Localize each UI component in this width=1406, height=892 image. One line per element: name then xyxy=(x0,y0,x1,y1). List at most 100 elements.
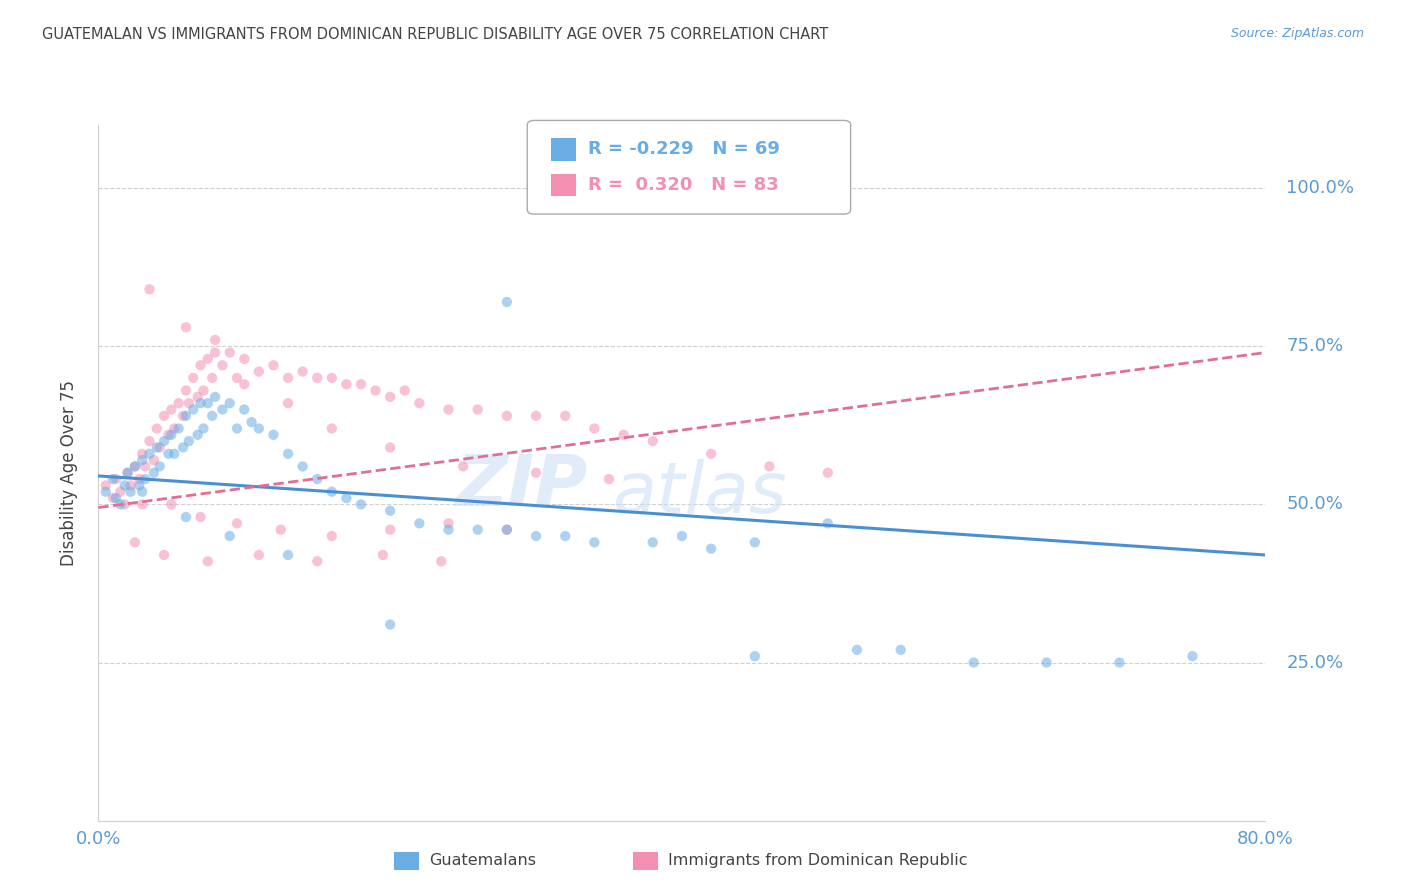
Point xyxy=(110,497,132,511)
Point xyxy=(138,447,160,461)
Point xyxy=(218,396,240,410)
Point xyxy=(163,447,186,461)
Point xyxy=(187,390,209,404)
Point xyxy=(277,548,299,562)
Point xyxy=(226,516,249,531)
Point xyxy=(758,459,780,474)
Point xyxy=(378,504,402,518)
Point xyxy=(160,427,183,442)
Text: 25.0%: 25.0% xyxy=(1286,654,1344,672)
Point xyxy=(845,643,868,657)
Point xyxy=(128,472,150,486)
Point xyxy=(101,491,124,505)
Text: R =  0.320   N = 83: R = 0.320 N = 83 xyxy=(588,176,779,194)
Point xyxy=(437,402,460,417)
Point xyxy=(149,441,172,455)
Point xyxy=(167,421,190,435)
Point xyxy=(270,523,292,537)
Point xyxy=(307,472,329,486)
Point xyxy=(291,365,314,379)
Point xyxy=(233,402,256,417)
Point xyxy=(1108,656,1130,670)
Point xyxy=(277,371,299,385)
Point xyxy=(437,523,460,537)
Point xyxy=(157,427,180,442)
Point xyxy=(817,516,839,531)
Point xyxy=(114,497,136,511)
Point xyxy=(149,459,172,474)
Point xyxy=(277,447,299,461)
Point xyxy=(307,554,329,568)
Point xyxy=(495,523,517,537)
Point xyxy=(197,396,219,410)
Text: Immigrants from Dominican Republic: Immigrants from Dominican Republic xyxy=(668,854,967,868)
Point xyxy=(181,402,204,417)
Point xyxy=(131,497,153,511)
Point xyxy=(134,459,156,474)
Point xyxy=(583,535,606,549)
Point xyxy=(321,529,343,543)
Point xyxy=(190,358,212,372)
Point xyxy=(218,529,240,543)
Point xyxy=(554,409,576,423)
Point xyxy=(321,371,343,385)
Point xyxy=(153,434,176,449)
Point xyxy=(335,491,357,505)
Point xyxy=(641,434,664,449)
Point xyxy=(167,396,190,410)
Point xyxy=(146,441,169,455)
Point xyxy=(962,656,984,670)
Point xyxy=(142,453,165,467)
Text: GUATEMALAN VS IMMIGRANTS FROM DOMINICAN REPUBLIC DISABILITY AGE OVER 75 CORRELAT: GUATEMALAN VS IMMIGRANTS FROM DOMINICAN … xyxy=(42,27,828,42)
Point xyxy=(226,421,249,435)
Point xyxy=(201,409,224,423)
Text: atlas: atlas xyxy=(612,459,786,528)
Point xyxy=(153,409,176,423)
Point xyxy=(120,478,142,492)
Point xyxy=(172,441,194,455)
Point xyxy=(110,484,132,499)
Point xyxy=(138,434,160,449)
Point xyxy=(247,365,270,379)
Point xyxy=(467,523,489,537)
Point xyxy=(641,535,664,549)
Point xyxy=(291,459,314,474)
Point xyxy=(247,548,270,562)
Point xyxy=(1181,649,1204,664)
Point xyxy=(371,548,394,562)
Point xyxy=(190,396,212,410)
Point xyxy=(153,548,176,562)
Point xyxy=(218,345,240,359)
Point xyxy=(262,427,284,442)
Point xyxy=(120,484,142,499)
Point xyxy=(114,478,136,492)
Point xyxy=(94,484,117,499)
Point xyxy=(146,421,169,435)
Point xyxy=(350,497,373,511)
Point xyxy=(247,421,270,435)
Point xyxy=(181,371,204,385)
Point xyxy=(524,409,547,423)
Point xyxy=(700,447,723,461)
Point xyxy=(104,491,127,505)
Point xyxy=(174,409,197,423)
Point xyxy=(124,459,146,474)
Point xyxy=(408,396,430,410)
Point xyxy=(700,541,723,556)
Point xyxy=(817,466,839,480)
Point xyxy=(197,554,219,568)
Point xyxy=(671,529,693,543)
Point xyxy=(204,333,226,347)
Point xyxy=(524,466,547,480)
Point xyxy=(350,377,373,392)
Point xyxy=(554,529,576,543)
Point xyxy=(495,523,517,537)
Point xyxy=(160,497,183,511)
Point xyxy=(335,377,357,392)
Text: Guatemalans: Guatemalans xyxy=(429,854,536,868)
Point xyxy=(94,478,117,492)
Point xyxy=(226,371,249,385)
Point xyxy=(204,390,226,404)
Point xyxy=(128,478,150,492)
Point xyxy=(378,441,402,455)
